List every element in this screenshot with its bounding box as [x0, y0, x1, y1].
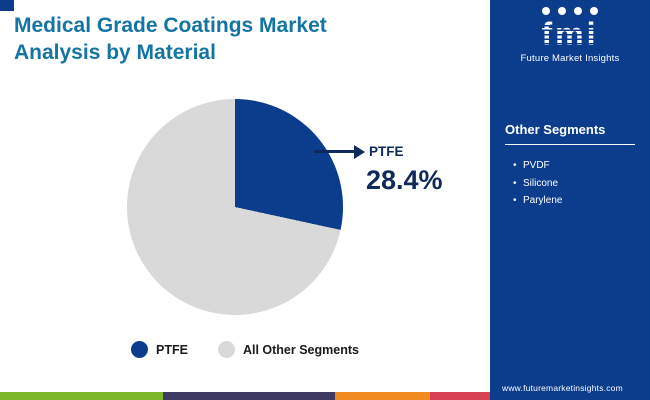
website-link[interactable]: www.futuremarketinsights.com [502, 383, 623, 393]
logo-icon [590, 7, 598, 15]
sidebar-divider [505, 144, 635, 145]
logo-icon [574, 7, 582, 15]
logo-icons [490, 7, 650, 15]
callout-arrow-icon [354, 144, 365, 159]
list-item: PVDF [513, 157, 635, 175]
stripe-segment [0, 392, 163, 400]
sidebar-heading: Other Segments [505, 122, 606, 137]
legend: PTFE All Other Segments [0, 341, 490, 358]
callout-value: 28.4% [366, 165, 443, 195]
callout-arrow-line [314, 150, 356, 153]
logo-icon [558, 7, 566, 15]
segment-list: PVDF Silicone Parylene [505, 157, 635, 210]
logo-icon [542, 7, 550, 15]
legend-item-ptfe: PTFE [131, 341, 188, 358]
stripe-segment [335, 392, 430, 400]
sidebar-body: Other Segments PVDF Silicone Parylene [490, 122, 650, 210]
title-line-1: Medical Grade Coatings Market [14, 14, 327, 37]
brand-name: Future Market Insights [520, 53, 620, 64]
bottom-stripe [0, 392, 490, 400]
pie-chart [127, 99, 343, 315]
title-line-2: Analysis by Material [14, 41, 216, 65]
sidebar: fmi Future Market Insights Other Segment… [490, 0, 650, 400]
list-item: Silicone [513, 175, 635, 193]
brand-logo-text: fmi [539, 16, 601, 52]
legend-swatch-ptfe [131, 341, 149, 358]
callout-label: PTFE [369, 144, 404, 159]
legend-label-ptfe: PTFE [156, 342, 188, 357]
page-title: Medical Grade Coatings Market Analysis b… [14, 12, 479, 67]
legend-swatch-other [217, 341, 235, 358]
corner-accent [0, 0, 14, 11]
stripe-segment [163, 392, 335, 400]
legend-item-other: All Other Segments [217, 341, 359, 358]
legend-label-other: All Other Segments [242, 342, 359, 357]
brand-logo: fmi Future Market Insights [490, 0, 650, 64]
stripe-segment [430, 392, 490, 400]
list-item: Parylene [513, 192, 635, 210]
